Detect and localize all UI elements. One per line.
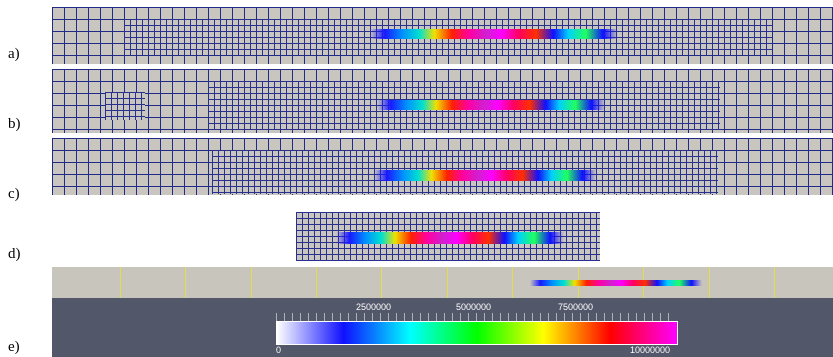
mesh-panel-b	[52, 69, 833, 133]
domain-panel-e	[52, 267, 833, 298]
refined-mesh-region-small	[105, 92, 145, 120]
colorbar-ticks	[276, 313, 676, 321]
yellow-grid-line	[316, 267, 317, 298]
yellow-grid-line	[447, 267, 448, 298]
mesh-panel-d	[296, 212, 600, 261]
refined-mesh-region	[208, 81, 720, 130]
panel-label-a: a)	[8, 46, 20, 62]
field-strip	[370, 29, 618, 39]
mesh-panel-c	[52, 138, 833, 195]
colorbar-area: 2500000 5000000 7500000 0 10000000	[52, 298, 833, 357]
panel-label-c: c)	[8, 186, 20, 202]
panel-label-b: b)	[8, 116, 21, 132]
field-strip	[336, 232, 564, 244]
colorbar-tick-label: 7500000	[558, 302, 594, 312]
field-strip	[377, 100, 605, 110]
yellow-grid-line	[251, 267, 252, 298]
yellow-grid-line	[512, 267, 513, 298]
panel-label-d: d)	[8, 246, 21, 262]
mesh-panel-a	[52, 7, 833, 64]
yellow-grid-line	[381, 267, 382, 298]
field-strip	[530, 280, 702, 286]
panel-label-e: e)	[8, 339, 20, 355]
yellow-grid-line	[774, 267, 775, 298]
yellow-grid-line	[709, 267, 710, 298]
colorbar-tick-label: 5000000	[456, 302, 492, 312]
colorbar-tick-label: 2500000	[356, 302, 392, 312]
colorbar-max-label: 10000000	[630, 345, 671, 355]
yellow-grid-line	[185, 267, 186, 298]
colorbar	[276, 321, 678, 345]
yellow-grid-line	[120, 267, 121, 298]
field-strip	[374, 170, 596, 181]
colorbar-min-label: 0	[276, 345, 282, 355]
